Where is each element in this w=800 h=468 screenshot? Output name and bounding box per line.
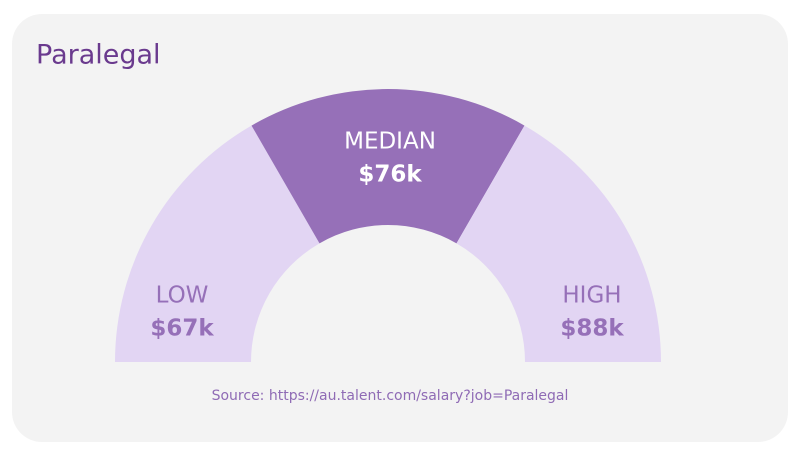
title: Paralegal	[36, 40, 161, 71]
source: Source: https://au.talent.com/salary?job…	[212, 388, 569, 404]
segment-value: $76k	[358, 162, 422, 188]
card-background	[12, 14, 788, 442]
segment-label: MEDIAN	[344, 129, 436, 155]
gauge-segment	[456, 125, 661, 362]
gauge-segment	[251, 89, 525, 244]
gauge: LOW $67k MEDIAN $76k HIGH $88k	[115, 89, 661, 362]
segment-label: LOW	[156, 283, 209, 309]
segment-label: HIGH	[562, 283, 621, 309]
gauge-segment	[115, 125, 320, 362]
segment-value: $67k	[150, 316, 214, 342]
segment-value: $88k	[560, 316, 624, 342]
